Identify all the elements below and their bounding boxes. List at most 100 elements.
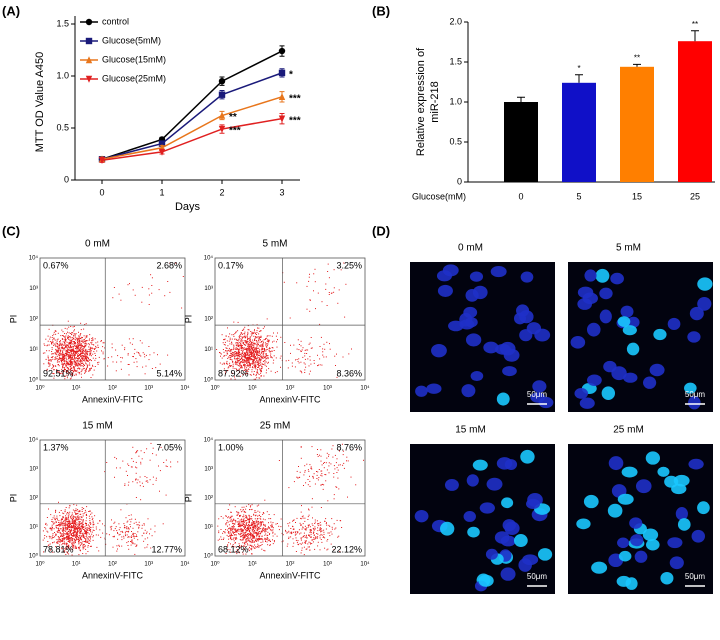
event-dot bbox=[64, 548, 66, 550]
event-dot bbox=[230, 365, 232, 367]
event-dot bbox=[90, 368, 92, 370]
event-dot bbox=[83, 519, 84, 521]
event-dot bbox=[64, 343, 66, 345]
event-dot bbox=[60, 523, 62, 525]
event-dot bbox=[265, 530, 267, 532]
event-dot bbox=[85, 533, 87, 535]
event-dot bbox=[67, 345, 69, 347]
event-dot bbox=[44, 535, 46, 536]
event-dot bbox=[83, 367, 85, 369]
event-dot bbox=[256, 360, 258, 362]
event-dot bbox=[134, 518, 136, 520]
event-dot bbox=[237, 321, 239, 323]
event-dot bbox=[224, 338, 226, 340]
event-dot bbox=[67, 518, 69, 520]
event-dot bbox=[67, 355, 69, 357]
event-dot bbox=[259, 339, 261, 341]
event-dot bbox=[84, 354, 86, 356]
event-dot bbox=[234, 542, 236, 544]
event-dot bbox=[56, 540, 58, 542]
event-dot bbox=[56, 358, 58, 360]
event-dot bbox=[328, 472, 330, 474]
event-dot bbox=[76, 536, 78, 538]
event-dot bbox=[245, 529, 247, 530]
event-dot bbox=[90, 353, 92, 355]
event-dot bbox=[241, 337, 243, 339]
event-dot bbox=[67, 533, 69, 534]
event-dot bbox=[69, 343, 71, 345]
event-dot bbox=[58, 371, 60, 373]
event-dot bbox=[55, 353, 57, 355]
event-dot bbox=[148, 346, 150, 347]
event-dot bbox=[92, 353, 94, 355]
event-dot bbox=[234, 353, 236, 355]
event-dot bbox=[250, 534, 251, 535]
event-dot bbox=[225, 373, 226, 374]
event-dot bbox=[59, 354, 61, 356]
event-dot bbox=[127, 541, 129, 543]
event-dot bbox=[123, 523, 125, 525]
event-dot bbox=[256, 364, 258, 366]
event-dot bbox=[64, 533, 66, 535]
event-dot bbox=[249, 363, 251, 365]
event-dot bbox=[218, 532, 220, 534]
event-dot bbox=[228, 524, 230, 526]
event-dot bbox=[229, 517, 231, 519]
event-dot bbox=[245, 531, 247, 533]
event-dot bbox=[66, 524, 68, 526]
event-dot bbox=[61, 523, 63, 525]
nucleus bbox=[667, 537, 683, 549]
event-dot bbox=[227, 517, 229, 519]
point bbox=[218, 111, 226, 119]
event-dot bbox=[319, 527, 321, 529]
event-dot bbox=[138, 527, 140, 529]
event-dot bbox=[338, 289, 340, 291]
event-dot bbox=[236, 511, 238, 513]
event-dot bbox=[238, 365, 240, 366]
event-dot bbox=[60, 359, 62, 361]
event-dot bbox=[299, 476, 301, 478]
event-dot bbox=[76, 350, 78, 352]
event-dot bbox=[89, 348, 91, 350]
event-dot bbox=[254, 362, 256, 364]
event-dot bbox=[152, 483, 154, 485]
event-dot bbox=[258, 347, 260, 349]
event-dot bbox=[86, 523, 87, 524]
event-dot bbox=[132, 446, 134, 448]
event-dot bbox=[264, 357, 265, 359]
event-dot bbox=[254, 510, 256, 511]
event-dot bbox=[257, 518, 259, 520]
event-dot bbox=[82, 513, 84, 515]
event-dot bbox=[124, 531, 126, 533]
event-dot bbox=[248, 359, 250, 360]
event-dot bbox=[236, 355, 238, 357]
event-dot bbox=[82, 520, 84, 522]
event-dot bbox=[303, 535, 305, 536]
event-dot bbox=[63, 543, 65, 545]
event-dot bbox=[65, 345, 67, 347]
event-dot bbox=[217, 525, 219, 527]
event-dot bbox=[249, 351, 251, 352]
event-dot bbox=[85, 538, 87, 540]
event-dot bbox=[73, 333, 75, 335]
event-dot bbox=[82, 553, 84, 554]
event-dot bbox=[232, 520, 233, 522]
event-dot bbox=[229, 349, 231, 351]
event-dot bbox=[267, 362, 269, 364]
event-dot bbox=[310, 543, 312, 545]
event-dot bbox=[75, 351, 77, 353]
event-dot bbox=[175, 262, 177, 264]
event-dot bbox=[65, 533, 67, 535]
event-dot bbox=[65, 524, 66, 526]
event-dot bbox=[257, 363, 259, 365]
event-dot bbox=[261, 531, 263, 533]
y-tick-label: 10³ bbox=[29, 467, 38, 473]
event-dot bbox=[92, 520, 94, 522]
event-dot bbox=[244, 341, 246, 343]
event-dot bbox=[70, 357, 72, 359]
event-dot bbox=[310, 533, 312, 535]
event-dot bbox=[239, 528, 241, 530]
event-dot bbox=[308, 343, 310, 345]
event-dot bbox=[255, 537, 257, 539]
event-dot bbox=[242, 520, 244, 522]
